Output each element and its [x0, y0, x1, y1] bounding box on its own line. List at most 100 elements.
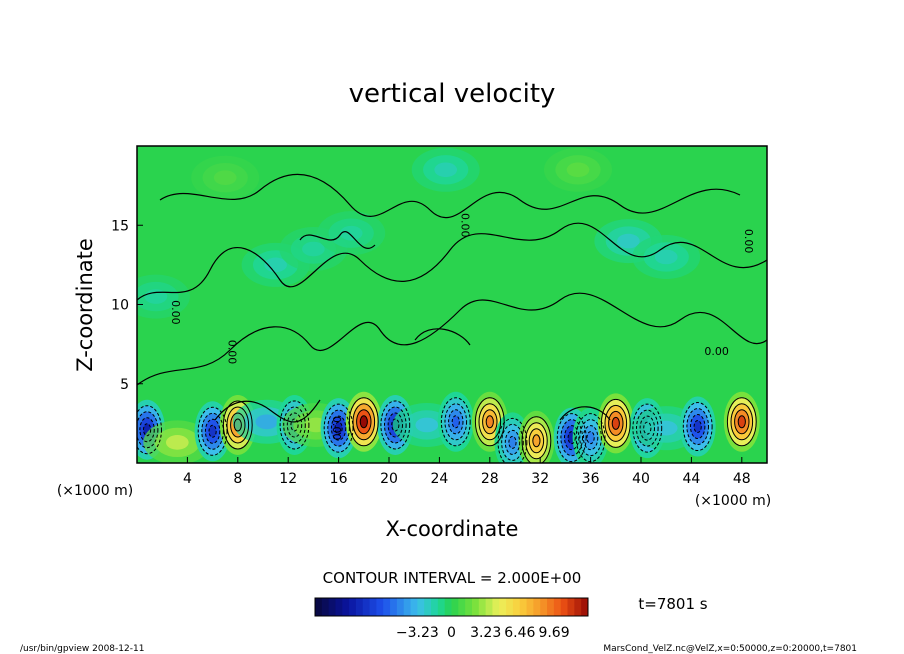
- colorbar-swatch: [335, 598, 343, 616]
- colorbar-swatch: [315, 598, 323, 616]
- contour-label: 0.00: [742, 229, 755, 254]
- colorbar-swatch: [526, 598, 534, 616]
- footer-left: /usr/bin/gpview 2008-12-11: [20, 644, 144, 654]
- colorbar-tick-label: −3.23: [396, 625, 439, 641]
- x-tick-label: 12: [279, 471, 297, 487]
- contour-ring: [222, 400, 253, 450]
- field-cell: [137, 274, 190, 319]
- colorbar-swatch: [424, 598, 432, 616]
- field-cell: [345, 391, 382, 452]
- colorbar-swatch: [581, 598, 589, 616]
- colorbar-swatch: [458, 598, 466, 616]
- colorbar-tick-label: 0: [447, 625, 456, 641]
- contour-ring: [279, 400, 310, 450]
- colorbar-swatch: [342, 598, 350, 616]
- contour-ring: [632, 403, 663, 453]
- x-tick-label: 44: [682, 471, 700, 487]
- colorbar-swatch: [506, 598, 514, 616]
- field-cell: [194, 401, 231, 462]
- colorbar-tick-label: 3.23: [470, 625, 501, 641]
- field-cell: [191, 155, 260, 200]
- colorbar-swatch: [465, 598, 473, 616]
- colorbar-swatch: [431, 598, 439, 616]
- contour-label: 0.00: [459, 213, 472, 238]
- contour-ring: [348, 397, 379, 447]
- x-unit-left: (×1000 m): [57, 483, 133, 499]
- x-tick-label: 40: [632, 471, 650, 487]
- contour-labels: 0.00 0.00 0.00 0.00 0.00 0.00: [169, 213, 755, 440]
- x-tick-label: 32: [531, 471, 549, 487]
- field-cell: [317, 211, 386, 256]
- colorbar-swatch: [417, 598, 425, 616]
- contour-lines: [137, 173, 767, 463]
- colorbar-swatch: [349, 598, 357, 616]
- field-cell: [143, 420, 212, 463]
- x-axis-label: X-coordinate: [386, 517, 519, 541]
- colorbar-swatch: [437, 598, 446, 616]
- field-cell: [437, 391, 474, 452]
- contour-interval: CONTOUR INTERVAL = 2.000E+00: [323, 569, 582, 587]
- contour-ring: [497, 417, 528, 463]
- x-tick-label: 28: [481, 471, 499, 487]
- colorbar-swatch: [403, 598, 412, 616]
- x-axis: 4 8 12 16 20 24 28 32 36 40 44 48: [183, 457, 751, 487]
- colorbar-frame: [314, 597, 589, 617]
- contour-ring: [682, 402, 713, 452]
- chart-title: vertical velocity: [349, 79, 556, 109]
- y-tick-label: 15: [111, 218, 129, 234]
- x-tick-label: 16: [330, 471, 348, 487]
- contour-ring: [440, 397, 471, 447]
- colorbar-swatch: [444, 598, 452, 616]
- contour-line: [137, 222, 767, 301]
- field-cell: [679, 396, 716, 457]
- colorbar-tick-label: 6.46: [504, 625, 535, 641]
- colorbar-swatch: [553, 598, 562, 616]
- contour-ring: [521, 416, 552, 463]
- colorbar-swatch: [376, 598, 384, 616]
- contour-line: [137, 292, 767, 386]
- field-cells: [137, 147, 760, 463]
- y-axis: 5 10 15: [111, 218, 143, 393]
- field-cell: [597, 393, 634, 454]
- contour-line: [414, 328, 471, 346]
- x-tick-label: 8: [233, 471, 242, 487]
- contour-ring: [380, 400, 411, 450]
- contour-line: [299, 231, 376, 249]
- contour-label: 0.00: [169, 300, 182, 325]
- field-cell: [544, 147, 612, 192]
- colorbar-swatch: [362, 598, 371, 616]
- colorbar-swatch: [485, 598, 493, 616]
- y-tick-label: 5: [120, 377, 129, 393]
- colorbar-swatch: [547, 598, 555, 616]
- x-tick-label: 48: [733, 471, 751, 487]
- x-tick-label: 36: [582, 471, 600, 487]
- contour-ring: [600, 398, 631, 448]
- colorbar-swatch: [410, 598, 418, 616]
- field-cell: [518, 410, 555, 463]
- x-tick-label: 24: [430, 471, 448, 487]
- colorbar-ticks: −3.23 0 3.23 6.46 9.69: [396, 625, 570, 641]
- x-unit-right: (×1000 m): [695, 493, 771, 509]
- time-label: t=7801 s: [638, 595, 707, 613]
- colorbar-tick-label: 9.69: [538, 625, 569, 641]
- colorbar-swatch: [533, 598, 541, 616]
- contour-label: 0.00: [226, 340, 239, 365]
- contour-line: [214, 399, 321, 423]
- y-tick-label: 10: [111, 298, 129, 314]
- colorbar-swatch: [478, 598, 487, 616]
- field-cell: [723, 391, 760, 452]
- contour-ring: [137, 405, 162, 455]
- colorbar: [314, 597, 589, 617]
- x-tick-label: 4: [183, 471, 192, 487]
- colorbar-swatch: [560, 598, 569, 616]
- footer-right: MarsCond_VelZ.nc@VelZ,x=0:50000,z=0:2000…: [603, 644, 857, 654]
- colorbar-swatch: [390, 598, 398, 616]
- field-cell: [411, 147, 480, 192]
- field-cell: [632, 234, 701, 279]
- colorbar-swatch: [369, 598, 377, 616]
- x-tick-label: 20: [380, 471, 398, 487]
- contour-label: 0.00: [704, 345, 729, 358]
- contour-ring: [726, 397, 757, 447]
- contour-ring: [474, 397, 505, 447]
